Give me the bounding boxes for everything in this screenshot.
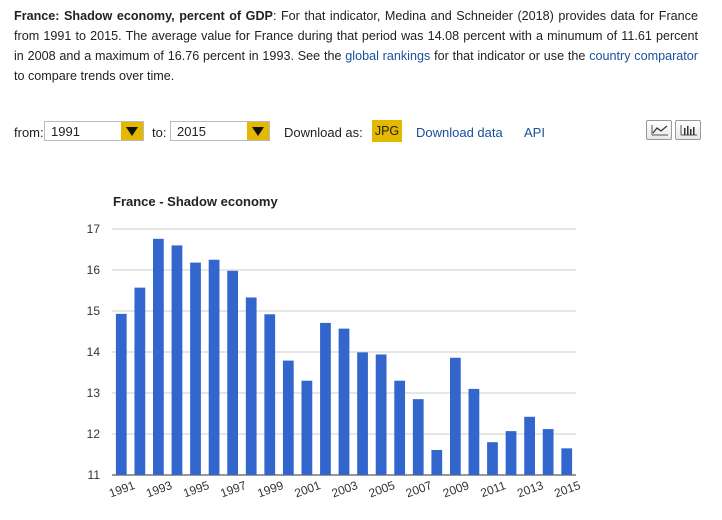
bar-1994[interactable] <box>171 245 183 475</box>
bar-2002[interactable] <box>320 322 331 475</box>
download-as-label: Download as: <box>284 125 363 140</box>
global-rankings-link[interactable]: global rankings <box>345 49 431 63</box>
x-tick-label: 1991 <box>107 478 137 500</box>
y-tick-label: 15 <box>87 304 101 318</box>
x-tick-label: 2007 <box>404 478 434 500</box>
bar-2004[interactable] <box>357 352 368 475</box>
x-tick-label: 2003 <box>330 478 360 500</box>
to-dropdown-arrow-icon[interactable] <box>247 122 269 140</box>
bar-2010[interactable] <box>468 388 480 475</box>
bar-2015[interactable] <box>561 448 573 475</box>
from-dropdown-arrow-icon[interactable] <box>121 122 143 140</box>
y-axis-ticks: 11 12 13 14 15 16 17 <box>87 222 101 482</box>
x-tick-label: 1995 <box>181 478 211 500</box>
bar-1996[interactable] <box>208 259 220 475</box>
shadow-economy-chart: France - Shadow economy 11 12 13 14 15 16 17 1… <box>87 194 583 500</box>
x-tick-label: 2009 <box>441 478 471 500</box>
bar-chart-button[interactable] <box>675 120 701 140</box>
x-tick-label: 2001 <box>293 478 323 500</box>
x-tick-label: 2011 <box>479 478 508 500</box>
bar-2009[interactable] <box>449 357 461 475</box>
bar-1997[interactable] <box>227 270 239 475</box>
bar-2014[interactable] <box>542 429 554 475</box>
from-year-select[interactable]: 1991 <box>44 121 144 141</box>
description-text-3: to compare trends over time. <box>14 69 175 83</box>
bar-2007[interactable] <box>412 399 424 475</box>
line-chart-icon <box>651 125 668 136</box>
bar-2003[interactable] <box>338 328 350 475</box>
bar-2000[interactable] <box>282 360 294 475</box>
chart-title: France - Shadow economy <box>113 194 278 209</box>
chart-controls: from: 1991 to: 2015 Download as: JPG Dow… <box>14 120 708 146</box>
x-axis-ticks: 1991 1993 1995 1997 1999 2001 2003 2005 2007 2009… <box>107 478 583 500</box>
chart-bars <box>115 238 573 475</box>
bar-2005[interactable] <box>375 354 387 475</box>
description-text-2: for that indicator or use the <box>430 49 590 63</box>
bar-2013[interactable] <box>524 416 535 475</box>
from-year-value: 1991 <box>51 124 80 139</box>
description-text-1: : For that indicator, Medina and Schneid… <box>14 9 698 63</box>
to-year-value: 2015 <box>177 124 206 139</box>
bar-2006[interactable] <box>394 380 406 475</box>
x-tick-label: 2013 <box>515 478 545 500</box>
y-tick-label: 14 <box>87 345 101 359</box>
from-label: from: <box>14 125 44 140</box>
y-tick-label: 17 <box>87 222 101 236</box>
api-link[interactable]: API <box>524 125 545 140</box>
y-tick-label: 11 <box>88 468 101 482</box>
y-tick-label: 12 <box>87 427 101 441</box>
y-tick-label: 13 <box>87 386 101 400</box>
bar-1999[interactable] <box>264 314 276 475</box>
bar-2011[interactable] <box>487 442 498 475</box>
x-tick-label: 1993 <box>144 478 174 500</box>
x-tick-label: 1999 <box>255 478 285 500</box>
line-chart-button[interactable] <box>646 120 672 140</box>
bar-2001[interactable] <box>301 380 313 475</box>
bar-1998[interactable] <box>245 297 257 475</box>
bar-1993[interactable] <box>153 238 164 475</box>
y-tick-label: 16 <box>87 263 101 277</box>
indicator-description: France: Shadow economy, percent of GDP: … <box>14 6 698 86</box>
bar-1992[interactable] <box>134 287 146 475</box>
country-comparator-link[interactable]: country comparator <box>589 49 698 63</box>
to-label: to: <box>152 125 167 140</box>
x-tick-label: 2005 <box>367 478 397 500</box>
x-tick-label: 2015 <box>552 478 582 500</box>
bar-1991[interactable] <box>115 313 127 475</box>
bar-1995[interactable] <box>190 262 201 475</box>
to-year-select[interactable]: 2015 <box>170 121 270 141</box>
x-tick-label: 1997 <box>218 478 248 500</box>
indicator-title: France: Shadow economy, percent of GDP <box>14 9 273 23</box>
bar-2012[interactable] <box>505 431 517 475</box>
download-jpg-button[interactable]: JPG <box>372 120 402 142</box>
bar-chart-icon <box>680 125 697 136</box>
download-data-link[interactable]: Download data <box>416 125 503 140</box>
bar-2008[interactable] <box>431 449 443 475</box>
